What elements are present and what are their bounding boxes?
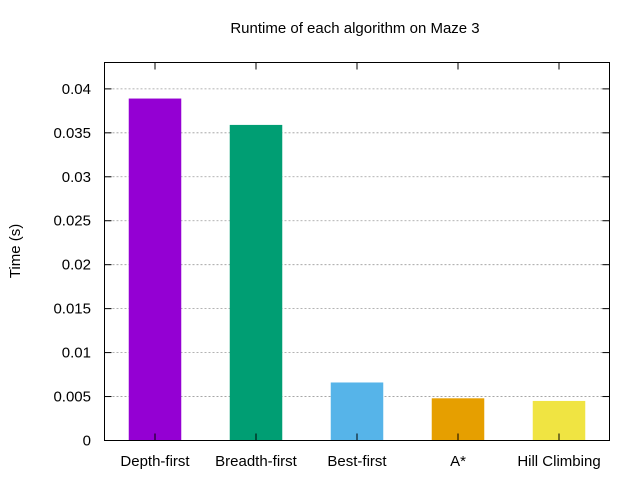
y-tick-label: 0.01 — [62, 345, 91, 362]
y-axis-label: Time (s) — [7, 224, 24, 278]
bar-a — [431, 398, 485, 441]
gridlines — [104, 88, 610, 397]
bars — [128, 98, 586, 441]
bar-breadth-first — [229, 124, 283, 441]
bar-best-first — [330, 382, 384, 441]
y-tick-label: 0.015 — [53, 301, 91, 318]
bar-depth-first — [128, 98, 182, 441]
x-tick-label: Best-first — [327, 453, 387, 470]
x-tick-label: Depth-first — [120, 453, 190, 470]
chart-title: Runtime of each algorithm on Maze 3 — [230, 20, 479, 37]
axis-ticks — [104, 62, 610, 441]
y-tick-label: 0.04 — [62, 81, 91, 98]
x-tick-label: Hill Climbing — [517, 453, 600, 470]
y-tick-label: 0.02 — [62, 257, 91, 274]
y-tick-label: 0.025 — [53, 213, 91, 230]
y-tick-label: 0.005 — [53, 389, 91, 406]
x-tick-label: A* — [450, 453, 466, 470]
y-tick-label: 0.035 — [53, 125, 91, 142]
x-tick-labels: Depth-first Breadth-first Best-first A* Hill… — [120, 453, 600, 470]
y-tick-labels: 0 0.005 0.01 0.015 0.02 0.025 0.03 0.035 0.04 — [53, 81, 91, 450]
y-tick-label: 0.03 — [62, 169, 91, 186]
x-tick-label: Breadth-first — [215, 453, 298, 470]
y-tick-label: 0 — [83, 433, 91, 450]
